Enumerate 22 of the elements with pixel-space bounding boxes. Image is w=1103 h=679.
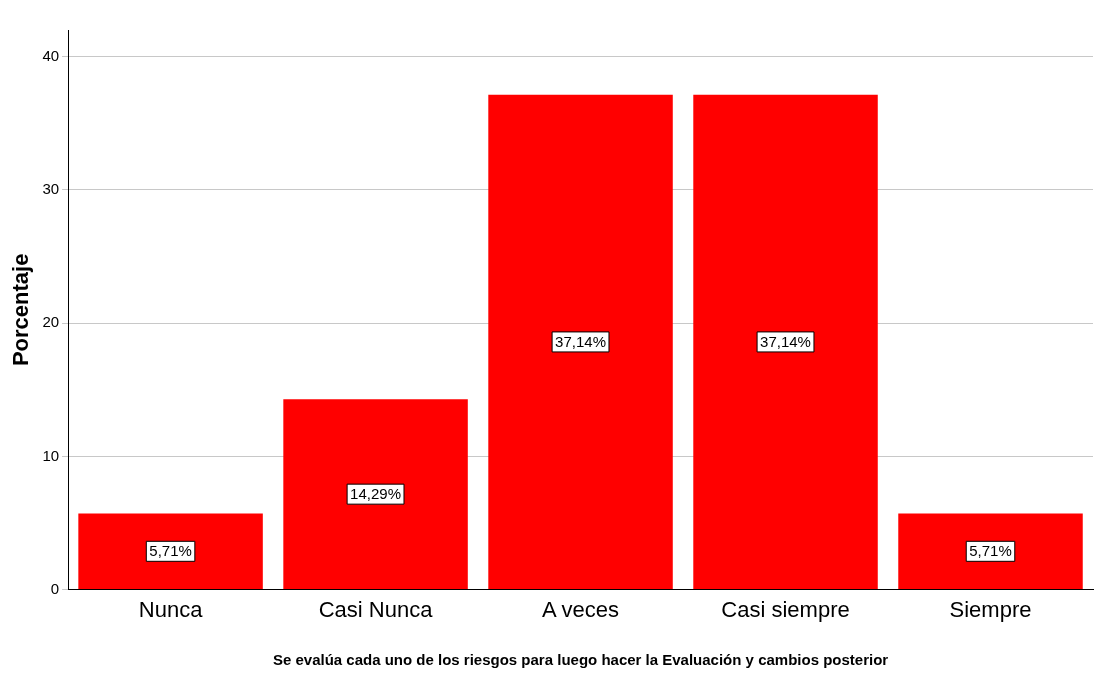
data-label: 5,71% — [149, 542, 192, 560]
bar — [488, 94, 673, 590]
y-tick-label: 10 — [42, 446, 60, 464]
data-label: 5,71% — [969, 542, 1012, 560]
y-tick-label: 30 — [42, 180, 60, 198]
x-tick-label: Nunca — [138, 596, 204, 622]
x-tick-label: Casi Nunca — [318, 596, 434, 622]
data-label: 37,14% — [555, 333, 606, 351]
x-tick-label: Casi siempre — [721, 596, 850, 622]
x-tick-label: A veces — [542, 596, 620, 622]
bar — [898, 513, 1083, 590]
bar — [78, 513, 263, 590]
x-tick-label: Siempre — [949, 596, 1032, 622]
bar — [693, 94, 878, 590]
y-tick-label: 40 — [42, 46, 60, 64]
y-axis-title: Porcentaje — [8, 253, 34, 367]
data-label: 37,14% — [760, 333, 811, 351]
data-label: 14,29% — [350, 485, 401, 503]
y-tick-label: 0 — [50, 579, 60, 597]
x-axis-title: Se evalúa cada uno de los riesgos para luego hacer la Evaluación y cambios posterior — [272, 651, 889, 669]
bar — [283, 399, 468, 590]
y-tick-label: 20 — [42, 313, 60, 331]
